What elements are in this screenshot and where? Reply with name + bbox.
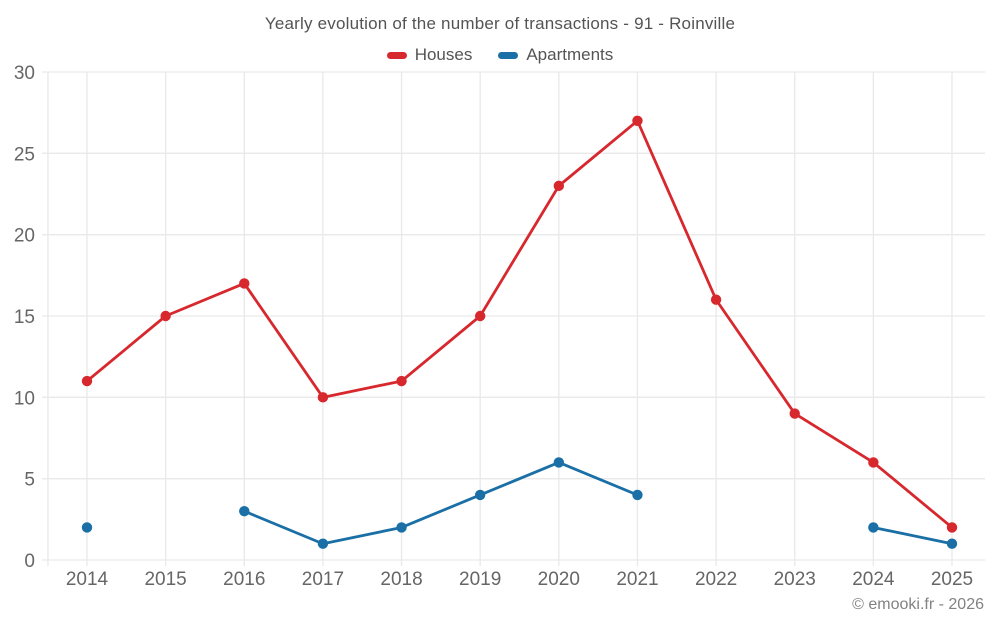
data-point-houses-2022[interactable] (710, 294, 722, 305)
x-axis-tick-label: 2023 (774, 569, 816, 590)
data-point-apartments-2016[interactable] (239, 506, 250, 517)
y-axis-tick-label: 15 (14, 307, 35, 328)
legend-label-houses: Houses (414, 45, 473, 64)
x-axis-tick-label: 2021 (616, 569, 658, 590)
data-point-houses-2020[interactable] (553, 180, 565, 192)
y-axis-tick-label: 10 (14, 388, 35, 409)
data-point-houses-2017[interactable] (317, 392, 329, 403)
copyright-credit: © emooki.fr - 2026 (852, 596, 984, 613)
data-point-houses-2019[interactable] (474, 310, 486, 322)
data-point-apartments-2021[interactable] (632, 489, 643, 501)
data-point-apartments-2024[interactable] (868, 522, 879, 533)
y-axis-tick-label: 5 (24, 470, 35, 491)
series-line-apartments (871, 526, 954, 546)
data-point-houses-2014[interactable] (81, 375, 93, 387)
x-axis-tick-label: 2014 (66, 569, 109, 590)
x-axis-tick-label: 2024 (852, 569, 895, 590)
data-point-apartments-2018[interactable] (396, 522, 407, 533)
chart-title: Yearly evolution of the number of transa… (264, 14, 736, 33)
data-point-houses-2023[interactable] (789, 408, 800, 419)
data-point-apartments-2020[interactable] (553, 457, 565, 468)
data-point-apartments-2019[interactable] (474, 489, 486, 501)
data-point-apartments-2025[interactable] (946, 538, 958, 549)
legend-item-houses[interactable]: Houses (386, 45, 473, 65)
x-axis-tick-label: 2022 (695, 569, 737, 590)
x-axis-tick-label: 2015 (144, 569, 186, 590)
legend: Houses Apartments (0, 45, 1000, 65)
legend-label-apartments: Apartments (526, 45, 614, 64)
data-point-apartments-2014[interactable] (81, 522, 93, 533)
data-point-houses-2021[interactable] (632, 115, 643, 127)
y-axis-tick-label: 25 (14, 144, 35, 165)
data-point-houses-2024[interactable] (868, 457, 879, 468)
y-axis-tick-label: 30 (14, 63, 35, 84)
x-axis-tick-label: 2019 (459, 569, 501, 590)
series-line-houses (85, 119, 954, 529)
data-point-houses-2015[interactable] (160, 310, 171, 322)
x-axis-tick-label: 2025 (931, 569, 973, 590)
x-axis-tick-label: 2017 (302, 569, 344, 590)
data-point-houses-2025[interactable] (946, 522, 958, 533)
y-axis-tick-label: 0 (24, 551, 35, 572)
series-line-apartments (242, 460, 639, 546)
data-point-apartments-2017[interactable] (317, 538, 329, 549)
legend-item-apartments[interactable]: Apartments (498, 45, 613, 65)
x-axis-tick-label: 2016 (223, 569, 265, 590)
data-point-houses-2018[interactable] (396, 375, 407, 387)
data-point-houses-2016[interactable] (239, 278, 250, 289)
x-axis-tick-label: 2020 (538, 569, 580, 590)
y-axis-tick-label: 20 (14, 226, 35, 247)
houses-series-swatch-icon (386, 51, 407, 59)
apartments-series-swatch-icon (498, 51, 519, 59)
x-axis-tick-label: 2018 (380, 569, 422, 590)
